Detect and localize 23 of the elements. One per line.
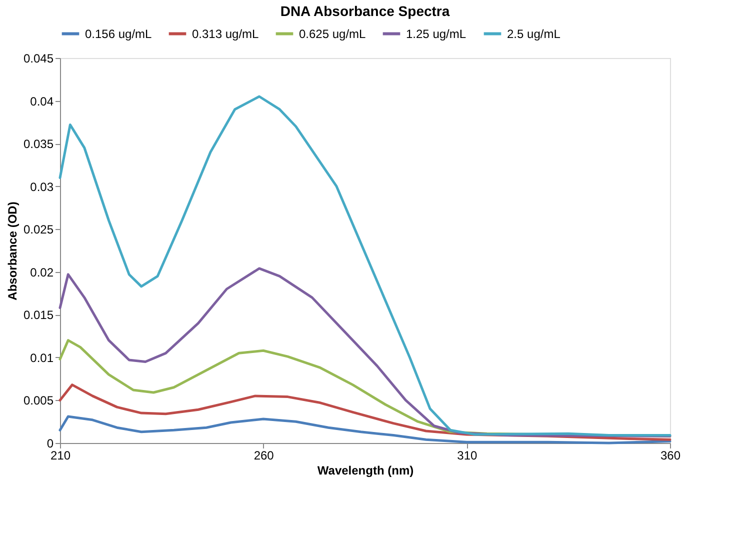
legend-label: 0.625 ug/mL: [299, 26, 366, 41]
y-axis-title: Absorbance (OD): [5, 202, 20, 300]
y-tick-label: 0.04: [30, 94, 54, 108]
x-tick-label: 260: [254, 448, 274, 462]
legend-label: 2.5 ug/mL: [507, 26, 561, 41]
y-tick-label: 0.005: [23, 394, 54, 408]
x-tick-label: 210: [50, 448, 71, 462]
y-tick-label: 0.035: [23, 137, 54, 152]
line-series: [58, 95, 672, 437]
x-tick-label: 310: [457, 448, 478, 462]
y-tick-label: 0.01: [30, 350, 54, 365]
y-tick-label: 0.03: [30, 180, 54, 194]
x-axis-title: Wavelength (nm): [317, 464, 414, 478]
legend-label: 1.25 ug/mL: [406, 26, 466, 41]
y-tick-label: 0.015: [23, 308, 54, 322]
y-tick-label: 0.02: [30, 265, 54, 280]
y-tick-label: 0: [46, 436, 54, 450]
x-tick-label: 360: [660, 448, 681, 462]
y-tick-label: 0.025: [23, 222, 54, 237]
legend-label: 0.313 ug/mL: [192, 26, 260, 41]
y-tick-label: 0.045: [23, 52, 54, 66]
legend-label: 0.156 ug/mL: [85, 26, 152, 41]
chart-title: DNA Absorbance Spectra: [280, 3, 450, 19]
